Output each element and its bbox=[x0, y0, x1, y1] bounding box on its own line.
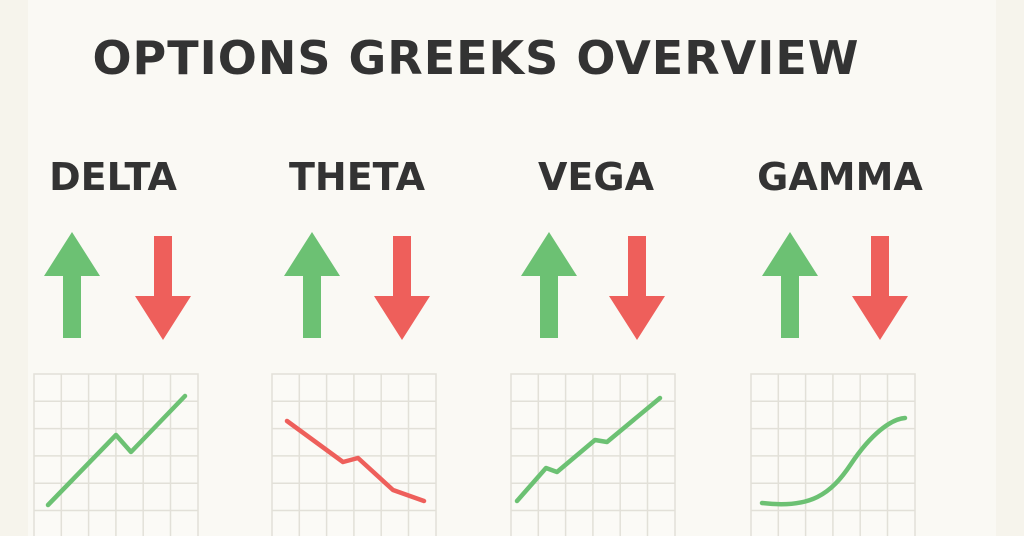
down-arrow bbox=[135, 236, 191, 340]
greek-card: GAMMA bbox=[750, 155, 923, 536]
card-label: VEGA bbox=[538, 155, 655, 199]
mini-chart bbox=[33, 373, 199, 536]
up-arrow bbox=[521, 232, 577, 338]
card-label: THETA bbox=[289, 155, 426, 199]
up-arrow bbox=[44, 232, 100, 338]
title: OPTIONS GREEKS OVERVIEW bbox=[92, 31, 859, 85]
greek-card: THETA bbox=[271, 155, 437, 536]
greek-card: DELTA bbox=[33, 155, 199, 536]
trend-line bbox=[284, 418, 427, 504]
card-label: DELTA bbox=[49, 155, 177, 199]
down-arrow bbox=[374, 236, 430, 340]
mini-chart bbox=[271, 373, 437, 536]
greek-card: VEGA bbox=[510, 155, 676, 536]
trend-line bbox=[45, 393, 188, 508]
trend-line bbox=[759, 415, 908, 507]
up-arrow bbox=[284, 232, 340, 338]
mini-chart bbox=[750, 373, 916, 536]
trend-line bbox=[514, 395, 663, 504]
card-label: GAMMA bbox=[757, 155, 923, 199]
down-arrow bbox=[609, 236, 665, 340]
up-arrow bbox=[762, 232, 818, 338]
down-arrow bbox=[852, 236, 908, 340]
mini-chart bbox=[510, 373, 676, 536]
